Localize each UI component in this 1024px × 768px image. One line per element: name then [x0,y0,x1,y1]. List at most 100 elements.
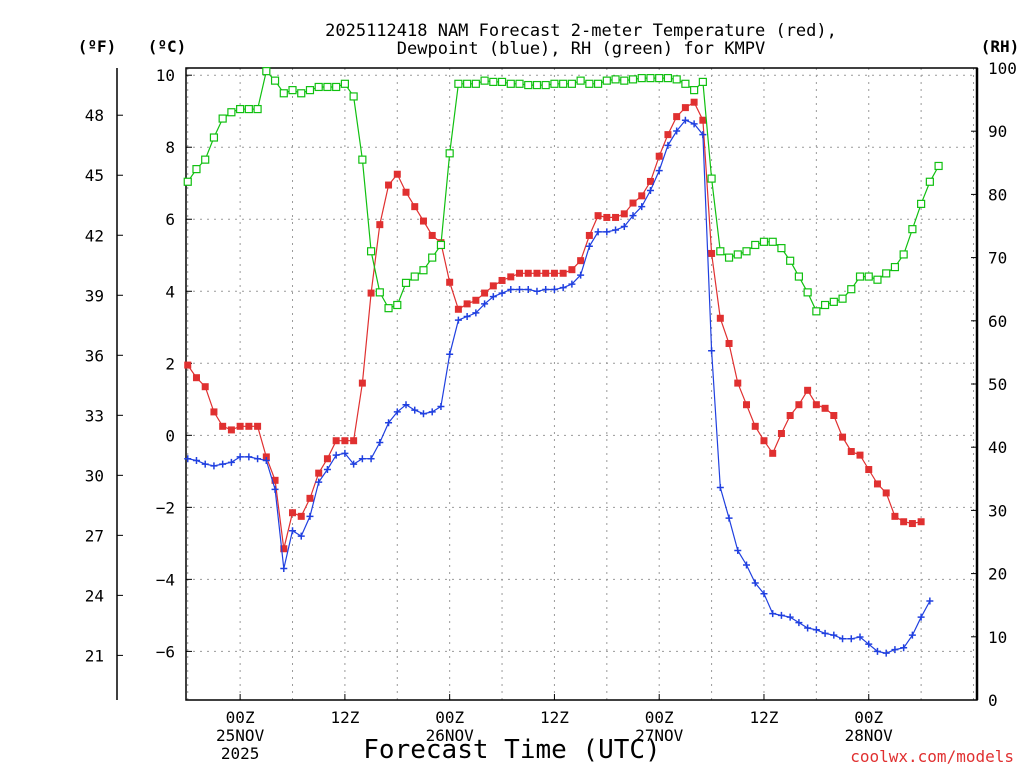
rh-point [934,161,943,171]
temperature-point [358,379,366,387]
dewpoint-point [367,455,375,463]
rh-point [550,79,559,88]
dewpoint-point [734,547,742,555]
rh-point [209,133,219,142]
dewpoint-point [725,514,733,522]
dewpoint-point [760,590,768,598]
fahrenheit-unit-label: (ºF) [78,37,117,56]
rh-point [899,250,908,259]
temperature-point [192,374,200,382]
grid-lines [186,68,977,700]
rh-tick-label: 50 [988,375,1007,394]
fahrenheit-tick-label: 48 [85,106,104,125]
temperature-point [603,213,611,221]
x-tick-label: 00Z [226,708,255,727]
temperature-point [245,422,253,430]
rh-point [489,77,498,87]
temperature-point [655,152,663,160]
temperature-point [376,221,384,229]
temperature-point [681,104,689,112]
temperature-point [262,453,270,461]
chart-title-line2: Dewpoint (blue), RH (green) for KMPV [397,39,765,59]
x-tick-label: 26NOV [426,726,475,745]
dewpoint-point [812,626,820,634]
temperature-point [254,422,262,430]
temperature-point [306,494,314,502]
dewpoint-point [795,619,803,627]
rh-point [759,237,769,246]
rh-point [366,247,376,256]
dewpoint-point [743,561,751,569]
temperature-point [289,509,297,517]
dewpoint-point [472,309,480,317]
rh-point [751,240,760,250]
rh-point [419,266,428,275]
temperature-point [882,489,890,497]
temperature-point [673,113,681,121]
dewpoint-point [271,485,279,493]
dewpoint-point [681,116,689,124]
dewpoint-point [664,141,672,149]
rh-point [847,285,856,294]
temperature-point [489,282,497,290]
x-tick-label: 00Z [854,708,883,727]
temperature-point [315,469,323,477]
rh-point [724,253,734,262]
dewpoint-point [376,439,384,447]
dewpoint-point [393,408,401,416]
temperature-point [795,401,803,409]
dewpoint-point [192,457,200,465]
rh-point [812,307,821,316]
rh-point [358,155,367,164]
temperature-point [402,188,410,196]
temperature-point [236,422,244,430]
dewpoint-point [411,406,419,414]
dewpoint-point [769,610,777,618]
fahrenheit-tick-label: 45 [85,166,104,185]
rh-point [672,75,681,84]
dewpoint-point [454,316,462,324]
celsius-tick-label: −6 [156,642,175,661]
dewpoint-point [777,611,785,619]
rh-point [585,79,594,88]
temperature-point [393,170,401,178]
temperature-point [280,545,288,553]
rh-point [803,288,812,297]
rh-point [471,79,480,88]
rh-tick-label: 20 [988,565,1007,584]
x-tick-label: 12Z [750,708,779,727]
temperature-point [786,412,794,420]
temperature-point [498,276,506,284]
rh-point [742,247,751,256]
rh-tick-label: 10 [988,628,1007,647]
dewpoint-point [358,455,366,463]
rh-point [436,240,446,250]
rh-point [690,86,699,95]
rh-point [244,104,253,114]
temperature-point [804,386,812,394]
rh-point [602,76,611,85]
dewpoint-point [847,635,855,643]
chart-title-line1: 2025112418 NAM Forecast 2-meter Temperat… [325,21,837,41]
rh-point [794,272,803,281]
rh-unit-label: (RH) [981,37,1020,56]
rh-point [646,74,655,83]
dewpoint-point [804,624,812,632]
temperature-point [769,449,777,457]
dewpoint-point [323,466,331,474]
temperature-point [629,199,637,207]
dewpoint-point [917,613,925,621]
dewpoint-point [594,228,602,236]
temperature-point [847,448,855,456]
x-axis-title: Forecast Time (UTC) [363,735,660,765]
rh-point [620,76,629,85]
data-series [183,67,943,657]
rh-point [777,244,786,253]
rh-point [332,82,341,92]
temperature-point [210,408,218,416]
dewpoint-point [350,460,358,468]
dewpoint-point [568,280,576,288]
rh-point [820,300,830,310]
temperature-point [524,269,532,277]
rh-point [611,75,620,84]
